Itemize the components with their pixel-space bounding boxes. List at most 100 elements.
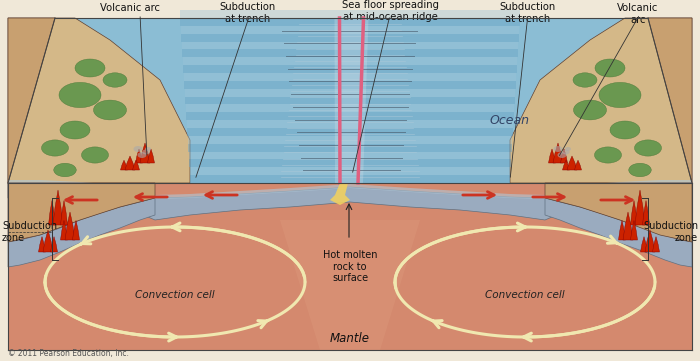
Polygon shape [184,73,516,81]
Ellipse shape [565,147,571,151]
Polygon shape [8,18,55,183]
Polygon shape [140,143,150,163]
Polygon shape [187,120,513,128]
Polygon shape [563,160,570,170]
Polygon shape [183,49,517,57]
Text: © 2011 Pearson Education, Inc.: © 2011 Pearson Education, Inc. [8,349,129,358]
Polygon shape [148,149,155,163]
Polygon shape [187,128,513,136]
Text: Mantle: Mantle [330,331,370,344]
Polygon shape [188,144,512,152]
Polygon shape [553,143,563,163]
Polygon shape [643,200,650,225]
Ellipse shape [137,152,146,158]
Polygon shape [8,180,692,199]
Text: Subduction
at trench: Subduction at trench [220,2,276,23]
Polygon shape [186,97,514,104]
Polygon shape [60,221,67,240]
Ellipse shape [629,163,651,177]
Ellipse shape [41,140,69,156]
Polygon shape [190,167,510,175]
Text: Volcanic
arc: Volcanic arc [617,3,659,25]
Text: Convection cell: Convection cell [485,290,565,300]
Polygon shape [43,230,53,252]
Ellipse shape [103,73,127,87]
Ellipse shape [573,73,597,87]
Polygon shape [188,152,512,160]
Polygon shape [8,183,155,242]
Ellipse shape [557,152,566,158]
Polygon shape [561,149,568,163]
Polygon shape [330,183,350,205]
Polygon shape [50,236,57,252]
Polygon shape [73,221,80,240]
Polygon shape [8,183,692,350]
Polygon shape [631,221,638,240]
Text: Volcanic arc: Volcanic arc [100,3,160,13]
Polygon shape [8,183,692,220]
Text: Subduction
zone: Subduction zone [643,221,698,243]
Polygon shape [188,136,512,144]
Polygon shape [335,18,368,183]
Ellipse shape [599,82,641,108]
Polygon shape [510,18,692,183]
Polygon shape [640,236,648,252]
Polygon shape [190,175,510,183]
Ellipse shape [610,121,640,139]
Polygon shape [65,212,75,240]
Polygon shape [132,160,139,170]
Text: Hot molten
rock to
surface: Hot molten rock to surface [323,250,377,283]
Ellipse shape [75,59,105,77]
Polygon shape [545,183,692,242]
Polygon shape [549,149,556,163]
Ellipse shape [634,140,662,156]
Polygon shape [184,81,516,89]
Polygon shape [60,200,67,225]
Polygon shape [648,18,692,183]
Polygon shape [183,65,517,73]
Ellipse shape [595,59,625,77]
Polygon shape [652,236,659,252]
Text: Subduction
at trench: Subduction at trench [500,2,556,23]
Polygon shape [645,230,655,252]
Ellipse shape [54,163,76,177]
Polygon shape [180,10,520,18]
Polygon shape [38,236,46,252]
Polygon shape [631,200,638,225]
Polygon shape [185,89,515,97]
Polygon shape [182,42,518,49]
Polygon shape [189,160,511,167]
Polygon shape [8,18,692,183]
Ellipse shape [94,100,127,120]
Polygon shape [181,26,519,34]
Text: Subduction
zone: Subduction zone [2,221,57,243]
Polygon shape [619,221,626,240]
Polygon shape [545,198,692,267]
Ellipse shape [594,147,622,163]
Text: Sea floor spreading
at mid-ocean ridge: Sea floor spreading at mid-ocean ridge [342,0,438,22]
Polygon shape [8,198,155,267]
Ellipse shape [145,147,151,151]
Polygon shape [53,190,63,225]
Polygon shape [125,156,135,170]
Polygon shape [280,220,420,350]
Polygon shape [183,57,517,65]
Polygon shape [120,160,127,170]
Polygon shape [8,18,190,183]
Polygon shape [181,34,519,42]
Polygon shape [48,200,55,225]
Text: Convection cell: Convection cell [135,290,215,300]
Polygon shape [623,212,633,240]
Polygon shape [136,149,143,163]
Ellipse shape [554,146,563,152]
Ellipse shape [562,149,570,155]
Polygon shape [181,18,519,26]
Polygon shape [186,104,514,112]
Ellipse shape [60,121,90,139]
Polygon shape [575,160,582,170]
Ellipse shape [59,82,101,108]
Polygon shape [567,156,577,170]
Polygon shape [186,112,514,120]
Ellipse shape [142,149,150,155]
Text: Ocean: Ocean [490,113,530,126]
